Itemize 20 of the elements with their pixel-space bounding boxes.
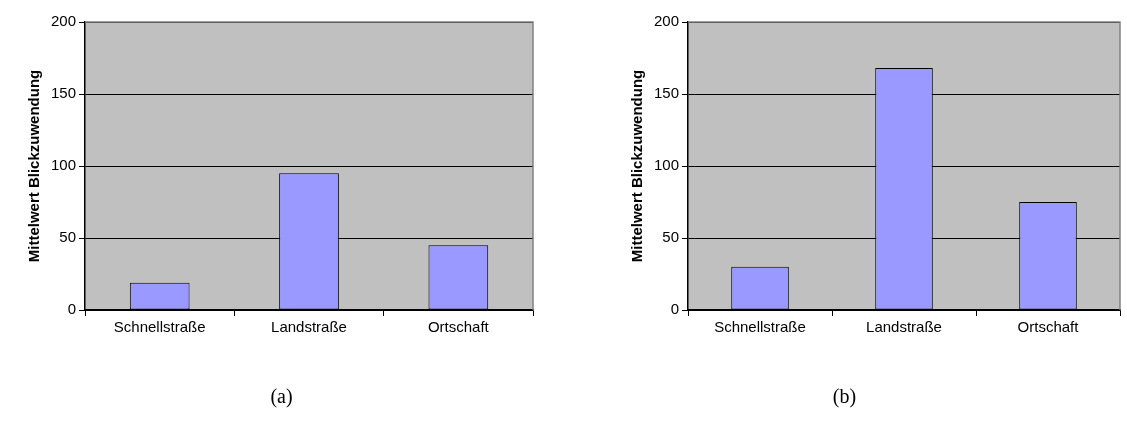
x-tick-label: Schnellstraße xyxy=(113,318,206,336)
y-axis-title: Mittelwert Blickzuwendung xyxy=(25,69,43,263)
x-tick-label: Schnellstraße xyxy=(714,318,806,336)
text: (a) xyxy=(270,385,293,408)
y-tick-label: 50 xyxy=(59,228,77,246)
x-tick-label: Ortschaft xyxy=(1017,318,1080,336)
y-tick-label: 0 xyxy=(670,300,680,318)
x-tick-label: Landstraße xyxy=(271,318,347,336)
y-tick-label: 150 xyxy=(654,84,680,102)
x-tick-label: Landstraße xyxy=(866,318,942,336)
x-tick-label: Ortschaft xyxy=(427,318,490,336)
text: (b) xyxy=(832,385,857,408)
y-tick-label: 100 xyxy=(51,156,77,174)
y-tick-label: 200 xyxy=(51,12,77,30)
y-axis-title: Mittelwert Blickzuwendung xyxy=(628,69,646,263)
y-tick-label: 50 xyxy=(662,228,680,246)
y-tick-label: 200 xyxy=(654,12,680,30)
y-tick-label: 0 xyxy=(67,300,77,318)
y-tick-label: 150 xyxy=(51,84,77,102)
y-tick-label: 100 xyxy=(654,156,680,174)
